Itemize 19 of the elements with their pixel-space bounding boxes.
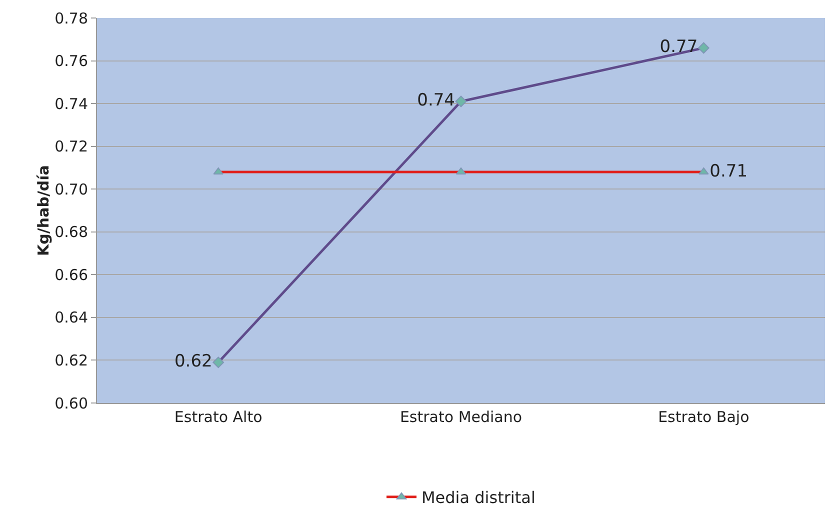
text: 0.70 (54, 180, 88, 198)
data-label: 0.71 (710, 161, 748, 182)
text: 0.78 (54, 9, 88, 28)
text: 0.76 (54, 52, 88, 70)
data-label: 0.62 (174, 352, 212, 372)
x-tick-label: Estrato Bajo (658, 408, 750, 426)
x-tick-label: Estrato Mediano (400, 408, 522, 426)
text: 0.72 (54, 138, 88, 156)
x-tick-label: Estrato Alto (174, 408, 262, 426)
text: 0.74 (54, 94, 88, 113)
y-axis-title: Kg/hab/día (34, 165, 53, 256)
legend-label: Media distrital (422, 488, 536, 508)
data-label: 0.77 (660, 37, 698, 58)
data-label: 0.74 (417, 90, 455, 111)
text: 0.68 (54, 223, 88, 242)
text: 0.66 (54, 266, 88, 284)
text: 0.64 (54, 308, 88, 327)
text: 0.60 (54, 394, 88, 412)
text: 0.62 (54, 351, 88, 370)
